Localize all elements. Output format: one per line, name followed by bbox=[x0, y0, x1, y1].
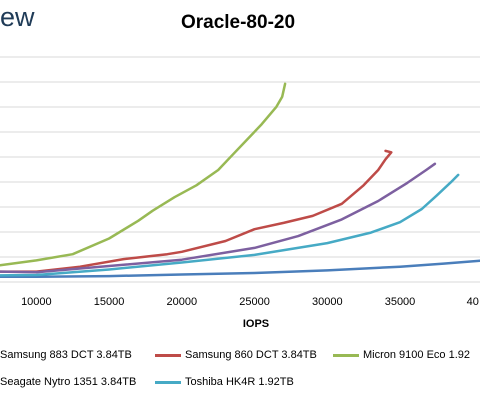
legend-item-samsung883: Samsung 883 DCT 3.84TB bbox=[0, 349, 132, 361]
series-line-2 bbox=[0, 82, 287, 267]
legend-item-micron9100: Micron 9100 Eco 1.92 bbox=[333, 349, 470, 361]
legend-item-seagate1351: Seagate Nytro 1351 3.84TB bbox=[0, 376, 136, 388]
x-tick-label: 40 bbox=[467, 296, 479, 308]
legend-item-samsung860: Samsung 860 DCT 3.84TB bbox=[155, 349, 317, 361]
logo-text: ew bbox=[0, 2, 35, 32]
x-tick-label: 30000 bbox=[312, 296, 343, 308]
chart-title-text: Oracle-80-20 bbox=[180, 12, 296, 33]
legend-swatch bbox=[333, 353, 359, 357]
legend-label: Samsung 860 DCT 3.84TB bbox=[185, 349, 317, 361]
legend-label: Toshiba HK4R 1.92TB bbox=[185, 376, 294, 388]
x-tick-label: 35000 bbox=[385, 296, 416, 308]
x-tick-label: 15000 bbox=[94, 296, 125, 308]
x-tick-label: 10000 bbox=[21, 296, 52, 308]
x-tick-label: 20000 bbox=[167, 296, 198, 308]
legend-label: Samsung 883 DCT 3.84TB bbox=[0, 349, 132, 361]
legend-swatch bbox=[155, 380, 181, 384]
gridlines bbox=[0, 56, 480, 283]
series-line-0 bbox=[0, 259, 480, 279]
chart-title: Oracle-80-20 bbox=[0, 12, 480, 34]
series-lines bbox=[0, 82, 480, 279]
x-tick-label: 25000 bbox=[239, 296, 270, 308]
x-axis-ticks: 10000 15000 20000 25000 30000 35000 40 bbox=[21, 296, 479, 308]
x-axis-label: IOPS bbox=[243, 318, 269, 330]
series-line-3 bbox=[0, 162, 437, 274]
legend-label: Seagate Nytro 1351 3.84TB bbox=[0, 376, 137, 388]
series-line-4 bbox=[0, 173, 460, 277]
series-line-1 bbox=[0, 149, 393, 273]
legend-swatch bbox=[155, 353, 181, 357]
legend-label: Micron 9100 Eco 1.92 bbox=[363, 349, 471, 361]
legend-item-toshibaHK4R: Toshiba HK4R 1.92TB bbox=[155, 376, 294, 388]
